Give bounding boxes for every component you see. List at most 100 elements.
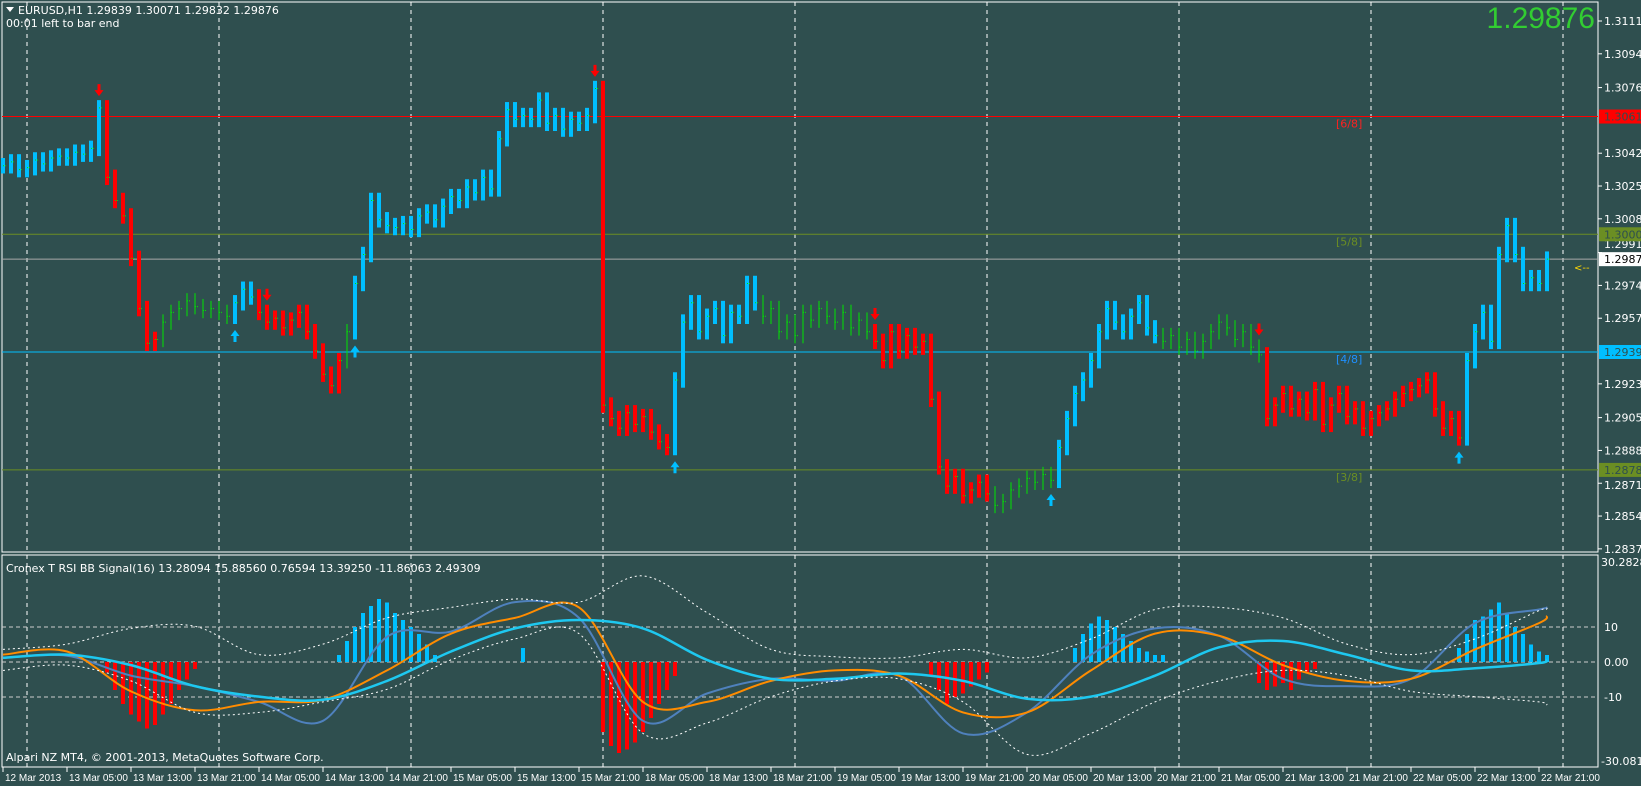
price-label-box [1599, 344, 1641, 359]
price-bar [25, 159, 29, 178]
main-panel-frame [1, 1, 1599, 553]
histogram-bar [617, 662, 621, 753]
histogram-bar [649, 662, 653, 718]
price-bar [1345, 385, 1349, 425]
price-bar [1042, 466, 1044, 490]
price-bar [1273, 397, 1277, 427]
price-bar [457, 188, 461, 209]
price-bar [1433, 372, 1437, 417]
price-bar [994, 486, 996, 514]
indicator-signal-line [2, 601, 1549, 719]
histogram-bar [1505, 613, 1509, 662]
level-price-label: 1.30615 [1604, 111, 1641, 124]
price-bar [1018, 478, 1020, 498]
buy-arrow-icon [1454, 451, 1464, 464]
histogram-bar [961, 662, 965, 694]
histogram-bar [1137, 648, 1141, 662]
price-bar [81, 144, 85, 162]
price-bar [665, 434, 669, 456]
histogram-bar [193, 662, 197, 669]
price-bar [1137, 295, 1141, 325]
price-bar [49, 150, 53, 172]
sell-arrow-icon [262, 288, 272, 301]
price-bar [1321, 381, 1325, 433]
price-bar [1377, 405, 1381, 427]
price-bar [17, 154, 21, 178]
date-tick-label: 14 Mar 21:00 [389, 773, 448, 784]
price-bar [465, 179, 469, 209]
histogram-bar [145, 662, 149, 729]
histogram-bar [1537, 651, 1541, 662]
symbol-ohlc: EURUSD,H1 1.29839 1.30071 1.29832 1.2987… [18, 4, 279, 17]
price-bar [289, 312, 293, 336]
price-bar [649, 408, 653, 440]
price-bar [737, 304, 741, 325]
buy-arrow-icon [670, 461, 680, 474]
price-tick-label: 1.28715 [1604, 479, 1641, 492]
histogram-bar [409, 627, 413, 662]
price-bar [1178, 327, 1180, 355]
symbol-info[interactable]: EURUSD,H1 1.29839 1.30071 1.29832 1.2987… [6, 4, 279, 17]
price-bar [1210, 324, 1212, 350]
price-bar [1425, 372, 1429, 394]
price-bar [97, 100, 101, 157]
date-tick-label: 15 Mar 21:00 [581, 773, 640, 784]
level-price-label: 1.30005 [1604, 228, 1641, 241]
price-bar [913, 327, 917, 355]
price-bar [1441, 401, 1445, 436]
sell-arrow-icon [94, 84, 104, 97]
price-bar [369, 192, 373, 263]
price-bar [441, 198, 445, 228]
price-bar [401, 215, 405, 236]
price-bar [1050, 466, 1052, 489]
level-price-label: 1.28784 [1604, 464, 1641, 477]
price-tick-label: 1.29055 [1604, 412, 1641, 425]
price-bar [1297, 391, 1301, 417]
price-bar [778, 300, 780, 340]
histogram-bar [393, 613, 397, 662]
price-bar [385, 212, 389, 234]
price-bar [1537, 269, 1541, 292]
bid-price-label: 1.29876 [1604, 253, 1641, 266]
date-tick-label: 15 Mar 13:00 [517, 773, 576, 784]
price-bar [673, 372, 677, 456]
price-bar [1449, 410, 1453, 436]
price-bar [617, 410, 621, 436]
histogram-bar [1161, 655, 1165, 662]
price-bar [137, 250, 141, 317]
date-tick-label: 21 Mar 21:00 [1349, 773, 1408, 784]
indicator-axis-max: 30.28286 [1601, 556, 1641, 569]
date-tick-label: 20 Mar 05:00 [1029, 773, 1088, 784]
price-bar [521, 107, 525, 128]
date-tick-label: 12 Mar 2013 [5, 773, 62, 784]
price-bar [705, 308, 709, 340]
price-bar [9, 154, 13, 174]
price-bar [1529, 269, 1533, 292]
date-tick-label: 21 Mar 05:00 [1221, 773, 1280, 784]
price-bar [1089, 352, 1093, 388]
price-bar [1409, 381, 1413, 402]
price-bar [321, 343, 325, 382]
histogram-bar [1113, 627, 1117, 662]
histogram-bar [1529, 644, 1533, 662]
price-bar [121, 192, 125, 224]
price-bar [433, 204, 437, 228]
price-bar [802, 304, 804, 344]
histogram-bar [1281, 662, 1285, 683]
histogram-bar [1257, 662, 1261, 683]
dropdown-triangle-icon[interactable] [6, 7, 14, 12]
price-bar [1361, 401, 1365, 436]
price-bar [689, 295, 693, 330]
price-bar [1081, 372, 1085, 402]
price-tick-label: 1.31110 [1604, 15, 1641, 28]
price-bar [449, 188, 453, 214]
price-tick-label: 1.29910 [1604, 238, 1641, 251]
date-tick-label: 18 Mar 13:00 [709, 773, 768, 784]
histogram-bar [385, 602, 389, 662]
histogram-bar [1081, 634, 1085, 662]
price-bar [265, 304, 269, 330]
price-label-box [1599, 462, 1641, 477]
date-tick-label: 18 Mar 05:00 [645, 773, 704, 784]
price-bar [1281, 385, 1285, 413]
